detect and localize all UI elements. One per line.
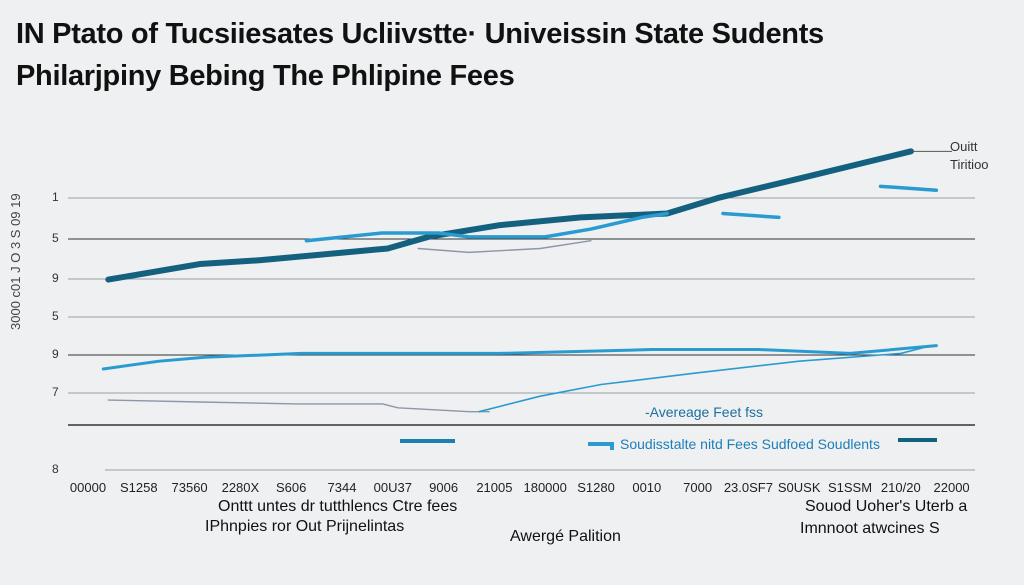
legend-label: Soudisstalte nitd Fees Sudfoed Soudlents	[620, 436, 880, 452]
y-tick-label: 9	[52, 271, 59, 285]
y-axis-label: 3000 c01 J O 3 S 09 19	[8, 193, 23, 330]
chart-title-line1: IN Ptato of Tucsiiesates Ucliivstte· Uni…	[16, 18, 824, 50]
y-tick-label: 7	[52, 385, 59, 399]
x-tick-label: 180000	[523, 480, 567, 495]
x-tick-label: 73560	[171, 480, 208, 495]
y-tick-label: 9	[52, 347, 59, 361]
chart-title-line2: Philarjpiny Bebing The Phlipine Fees	[16, 60, 515, 92]
legend-swatch	[588, 442, 614, 450]
x-tick-label: 22000	[933, 480, 970, 495]
y-tick-label: 1	[52, 190, 59, 204]
x-tick-label: 21005	[476, 480, 513, 495]
x-tick-label: 00000	[69, 480, 107, 495]
x-tick-label: S606	[276, 480, 307, 495]
x-tick-label: 7344	[327, 480, 357, 495]
x-tick-label: 2280X	[221, 480, 260, 495]
series-label-out-tuition: Ouitt Tiritioo	[950, 139, 989, 172]
x-tick-label: 0010	[632, 480, 662, 495]
series-line-6	[107, 399, 491, 413]
x-tick-label: 7000	[683, 480, 713, 495]
series-line-2	[721, 211, 781, 220]
x-tick-label: S1280	[577, 480, 615, 495]
series-line-5	[101, 344, 938, 371]
y-tick-label: 5	[52, 309, 59, 323]
average-fees-label: -Avereage Feet fss	[645, 404, 764, 420]
y-tick-label: 5	[52, 231, 59, 245]
bottom-left-label-2: IPhnpies ror Out Prijnelintas	[205, 518, 405, 535]
series-line-0	[105, 148, 914, 283]
y-tick-label: 8	[52, 462, 59, 476]
x-tick-label: S0USK	[777, 480, 821, 495]
x-tick-label: S1SSM	[827, 480, 873, 495]
x-tick-label: 23.0SF7	[723, 480, 773, 495]
bottom-left-label-1: Onttt untes dr tutthlencs Ctre fees	[218, 498, 458, 515]
series-line-4	[417, 240, 592, 254]
x-tick-label: 210/20	[880, 480, 921, 495]
bottom-right-label-1: Souod Uoher's Uterb a	[805, 498, 968, 515]
x-tick-label: 00U37	[373, 480, 412, 495]
x-tick-label: 9006	[429, 480, 459, 495]
series-line-7	[478, 344, 933, 413]
x-axis-title: Awergé Palition	[510, 528, 621, 545]
bottom-right-label-2: Imnnoot atwcines S	[800, 520, 940, 537]
series-line-1	[304, 211, 669, 243]
x-tick-label: S1258	[120, 480, 158, 495]
series-line-3	[878, 184, 939, 192]
